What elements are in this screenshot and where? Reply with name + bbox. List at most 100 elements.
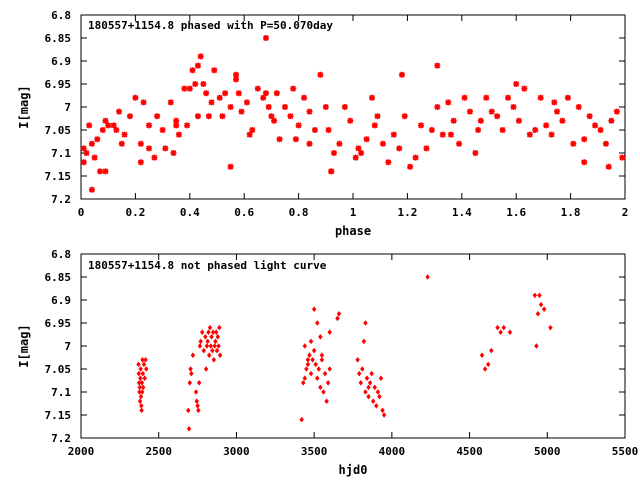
data-point — [102, 168, 109, 175]
data-point — [194, 113, 201, 120]
data-point — [254, 85, 261, 92]
data-point — [198, 338, 203, 345]
data-point — [482, 366, 488, 372]
data-point — [423, 145, 430, 152]
data-point — [86, 122, 93, 129]
data-point — [151, 154, 158, 161]
data-point — [271, 117, 278, 124]
data-point — [139, 380, 145, 386]
y-tick-label: 7.1 — [51, 147, 71, 160]
data-point — [447, 131, 454, 138]
data-point — [510, 104, 517, 110]
data-point — [262, 35, 269, 41]
data-point — [227, 104, 234, 110]
x-tick-label: 2500 — [145, 445, 172, 458]
data-point — [113, 127, 120, 133]
x-tick-label: 0.6 — [234, 206, 254, 219]
data-point — [377, 393, 382, 400]
data-point — [336, 311, 342, 317]
data-point — [485, 361, 491, 368]
data-point — [140, 370, 146, 377]
y-tick-label: 6.85 — [45, 32, 72, 45]
data-point — [366, 393, 371, 400]
data-point — [439, 131, 446, 138]
data-point — [336, 140, 343, 147]
data-point — [489, 347, 494, 354]
data-point — [290, 85, 297, 92]
data-point — [317, 71, 324, 78]
data-point — [235, 90, 242, 97]
data-point — [307, 352, 312, 358]
data-point — [308, 370, 314, 377]
data-point — [301, 380, 306, 386]
data-point — [140, 357, 145, 363]
data-point — [273, 90, 280, 97]
y-tick-label: 6.9 — [51, 55, 71, 68]
data-point — [597, 127, 604, 133]
data-point — [390, 131, 397, 138]
x-tick-label: 4000 — [379, 445, 406, 458]
data-point — [308, 338, 314, 345]
data-point — [302, 343, 308, 349]
data-point — [535, 311, 541, 317]
data-point — [217, 324, 222, 331]
data-point — [401, 113, 408, 120]
data-point — [315, 375, 320, 381]
data-point — [260, 94, 267, 101]
data-point — [219, 113, 226, 120]
data-point — [167, 99, 174, 106]
data-point — [619, 154, 626, 161]
data-point — [187, 380, 193, 386]
data-point — [137, 384, 142, 391]
data-point — [374, 403, 379, 409]
y-tick-label: 7.1 — [51, 386, 71, 399]
data-point — [299, 416, 304, 423]
data-point — [335, 315, 340, 322]
data-point — [197, 53, 204, 60]
data-point — [461, 94, 468, 101]
data-point — [196, 407, 201, 414]
data-point — [143, 357, 148, 363]
data-point — [83, 150, 90, 156]
data-point — [369, 370, 374, 377]
data-point — [330, 150, 337, 156]
data-point — [355, 145, 362, 152]
data-point — [102, 117, 109, 124]
data-point — [137, 398, 143, 404]
data-point — [216, 94, 223, 101]
data-point — [295, 122, 302, 129]
data-point — [322, 104, 329, 110]
data-point — [396, 145, 403, 152]
data-point — [213, 338, 218, 345]
data-point — [537, 94, 544, 101]
data-point — [197, 343, 203, 349]
data-point — [189, 67, 196, 74]
data-point — [537, 292, 542, 299]
data-point — [499, 127, 506, 133]
data-point — [207, 324, 213, 331]
data-point — [581, 136, 588, 143]
data-point — [138, 375, 143, 381]
x-tick-label: 5000 — [534, 445, 561, 458]
data-point — [181, 85, 188, 92]
y-tick-label: 7.2 — [51, 193, 71, 206]
data-point — [80, 159, 87, 166]
y-tick-label: 7.15 — [45, 170, 72, 183]
data-point — [315, 320, 320, 326]
data-point — [360, 366, 365, 372]
data-point — [532, 292, 538, 299]
y-tick-label: 7 — [64, 101, 71, 114]
data-point — [184, 122, 191, 129]
data-point — [358, 380, 363, 386]
data-point — [313, 361, 318, 368]
data-point — [189, 370, 194, 377]
data-point — [211, 357, 217, 363]
data-point — [205, 113, 212, 120]
data-point — [613, 108, 620, 115]
data-point — [201, 347, 207, 354]
data-point — [543, 122, 550, 129]
data-point — [495, 324, 500, 331]
data-point — [186, 407, 191, 414]
data-point — [507, 329, 513, 335]
